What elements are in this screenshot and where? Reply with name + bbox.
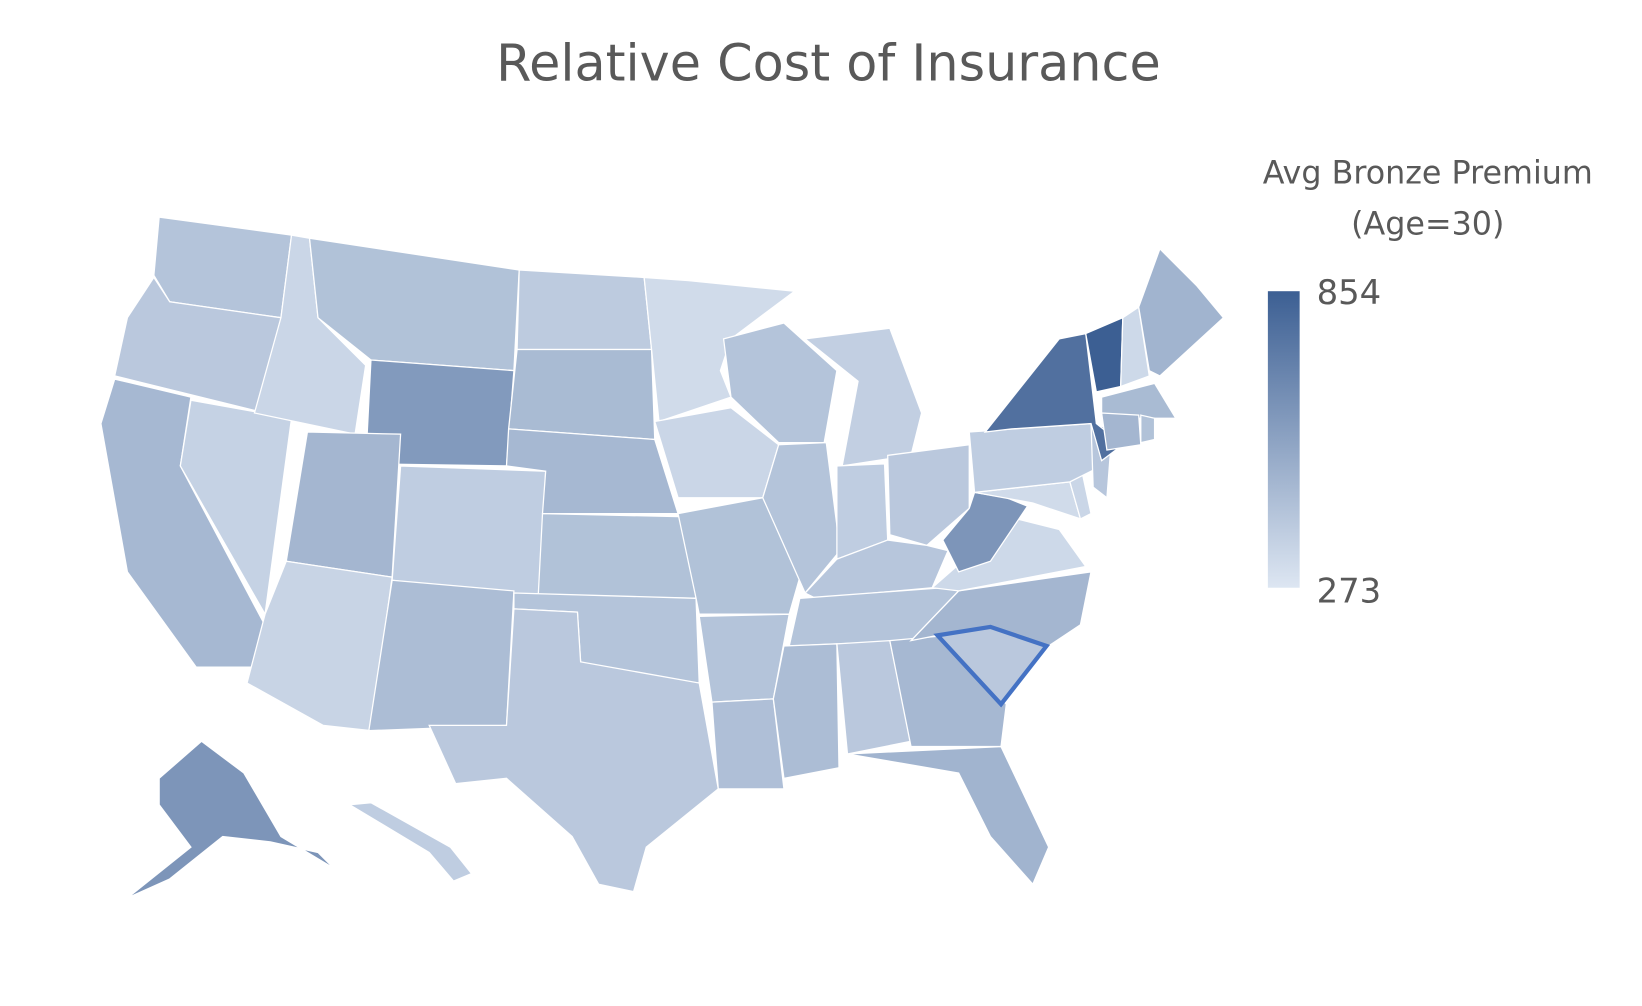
state[interactable]	[391, 465, 547, 600]
legend-title: (Age=30)	[1351, 207, 1504, 243]
state[interactable]	[847, 745, 1050, 886]
state[interactable]	[285, 431, 402, 578]
state[interactable]	[643, 276, 797, 423]
state[interactable]	[942, 491, 1029, 573]
state[interactable]	[1100, 382, 1177, 419]
legend-max-label: 854	[1317, 273, 1382, 312]
state[interactable]	[887, 444, 970, 547]
state[interactable]	[126, 740, 335, 899]
state[interactable]	[772, 643, 840, 780]
state[interactable]	[1138, 247, 1225, 377]
state[interactable]	[762, 441, 841, 595]
state[interactable]	[516, 269, 653, 351]
state[interactable]	[933, 624, 1051, 708]
state[interactable]	[1140, 414, 1156, 444]
legend-min-label: 273	[1317, 572, 1382, 611]
state[interactable]	[507, 348, 656, 441]
state[interactable]	[368, 579, 515, 732]
legend-gradient	[1267, 291, 1300, 588]
legend-title: Avg Bronze Premium	[1263, 156, 1593, 192]
map	[100, 216, 1225, 899]
chart-title: Relative Cost of Insurance	[496, 34, 1161, 93]
state[interactable]	[537, 512, 697, 599]
state[interactable]	[428, 608, 719, 893]
state[interactable]	[1100, 412, 1142, 451]
state[interactable]	[347, 802, 473, 882]
state[interactable]	[1120, 306, 1150, 388]
state[interactable]	[711, 698, 785, 790]
